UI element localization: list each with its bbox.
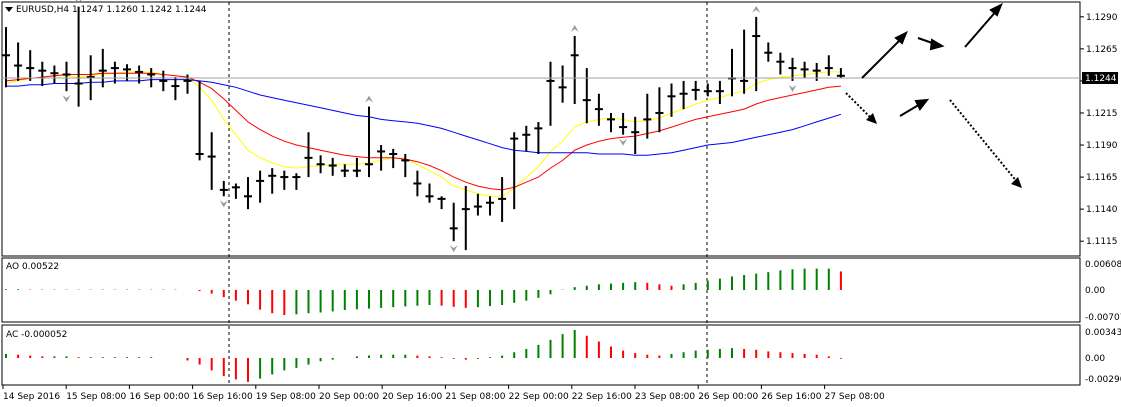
- chart-menu-triangle-icon[interactable]: [5, 7, 13, 12]
- price-tick-label: 1.1115: [1086, 237, 1118, 247]
- arrow-down-dotted-1[interactable]: [845, 92, 873, 120]
- arrow-down-dotted-2[interactable]: [949, 99, 1019, 184]
- ac-axis-top: 0.003434: [1085, 328, 1121, 338]
- price-tick-label: 1.1265: [1086, 45, 1118, 55]
- ac-pane: [1, 324, 1081, 386]
- arrow-down-dotted-1-head: [866, 113, 877, 124]
- forecast-dotted-arrows[interactable]: [845, 92, 1019, 184]
- time-tick-label: 19 Sep 08:00: [256, 392, 316, 402]
- arrow-right-1-head: [929, 38, 945, 51]
- price-tick-label: 1.1165: [1086, 173, 1118, 183]
- time-tick-label: 15 Sep 08:00: [66, 392, 126, 402]
- time-tick-label: 26 Sep 16:00: [761, 392, 821, 402]
- price-bars: [2, 6, 845, 251]
- forecast-arrows[interactable]: [861, 2, 1003, 117]
- moving-averages: [5, 71, 842, 197]
- price-tick-label: 1.1190: [1086, 141, 1118, 151]
- ac-histogram: [5, 330, 842, 382]
- time-tick-label: 16 Sep 00:00: [129, 392, 189, 402]
- time-tick-label: 20 Sep 00:00: [319, 392, 379, 402]
- ac-title: AC -0.000052: [6, 330, 67, 340]
- arrow-up-2[interactable]: [964, 8, 999, 48]
- ac-axis-zero: 0.00: [1085, 354, 1105, 364]
- dotted-arrow-heads: [866, 113, 1022, 188]
- time-tick-label: 23 Sep 08:00: [635, 392, 695, 402]
- ao-axis-zero: 0.00: [1085, 286, 1105, 296]
- time-tick-label: 22 Sep 00:00: [509, 392, 569, 402]
- current-price-label: 1.1244: [1085, 74, 1117, 84]
- price-pane: [1, 1, 1081, 257]
- fractal-down-icon: [619, 138, 628, 146]
- arrow-up-3-head: [914, 98, 930, 111]
- time-tick-label: 14 Sep 2016: [3, 392, 60, 402]
- fractal-up-icon: [570, 25, 579, 33]
- price-tick-label: 1.1215: [1086, 109, 1118, 119]
- ac-axis-bottom: -0.00290: [1085, 375, 1121, 385]
- symbol-header: EURUSD,H4 1.1247 1.1260 1.1242 1.1244: [16, 5, 207, 15]
- time-tick-label: 27 Sep 08:00: [825, 392, 885, 402]
- ma-fast-line: [5, 71, 841, 197]
- price-axis: 1.12901.12651.12401.12151.11901.11651.11…: [1080, 13, 1118, 247]
- ao-axis-top: 0.00608: [1085, 260, 1121, 270]
- fractals: [62, 0, 797, 253]
- price-tick-label: 1.1290: [1086, 13, 1118, 23]
- ao-pane: [1, 257, 1081, 323]
- ao-histogram: [5, 268, 842, 315]
- fractal-down-icon: [219, 200, 228, 208]
- ao-axis-bottom: -0.00707: [1085, 313, 1121, 323]
- ma-slow-line: [6, 79, 842, 156]
- fractal-up-icon: [752, 5, 761, 13]
- price-tick-label: 1.1140: [1086, 205, 1118, 215]
- fractal-down-icon: [62, 95, 71, 103]
- arrow-up-1[interactable]: [861, 36, 904, 79]
- time-tick-label: 16 Sep 16:00: [193, 392, 253, 402]
- time-tick-label: 20 Sep 16:00: [382, 392, 442, 402]
- time-axis: 14 Sep 2016 15 Sep 08:00 16 Sep 00:00 16 Se…: [2, 385, 885, 402]
- ao-title: AO 0.00522: [6, 262, 59, 272]
- ma-mid-line: [5, 72, 841, 191]
- time-tick-label: 21 Sep 08:00: [445, 392, 505, 402]
- arrow-up-1-head: [894, 30, 908, 45]
- fractal-down-icon: [788, 84, 797, 92]
- fractal-up-icon: [365, 95, 373, 103]
- arrow-down-dotted-2-head: [1011, 177, 1022, 188]
- arrow-up-2-head: [989, 2, 1003, 17]
- time-tick-label: 22 Sep 16:00: [572, 392, 632, 402]
- time-tick-label: 26 Sep 00:00: [698, 392, 758, 402]
- fractal-up-icon: [74, 0, 83, 3]
- fractal-down-icon: [449, 245, 458, 253]
- current-price-tag: [1082, 72, 1118, 84]
